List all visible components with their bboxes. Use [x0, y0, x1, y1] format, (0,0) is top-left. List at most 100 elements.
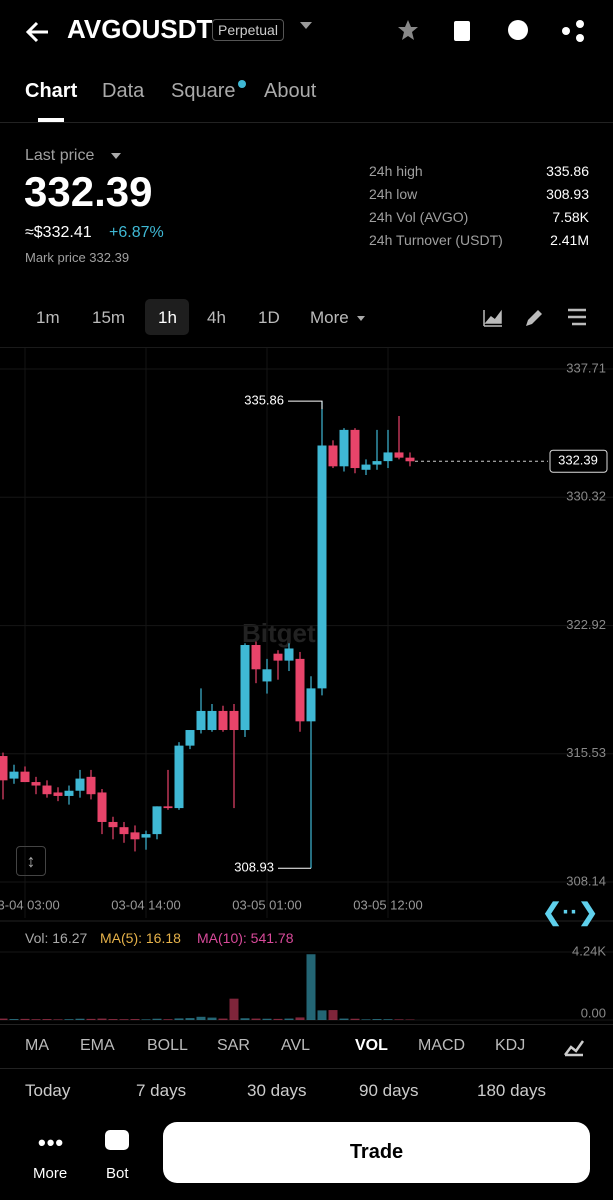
indicator[interactable]: MACD	[418, 1037, 466, 1054]
bot-label[interactable]: Bot	[106, 1165, 129, 1182]
volume-bar	[20, 1018, 30, 1020]
volume-bar	[75, 1018, 85, 1020]
candle-body	[273, 653, 283, 661]
volume-bar	[240, 1018, 250, 1020]
volume-bar	[163, 1019, 173, 1020]
indicator[interactable]: MA	[25, 1037, 49, 1054]
low-label: 308.93	[234, 860, 274, 875]
indicator[interactable]: EMA	[80, 1037, 115, 1054]
candle-body	[141, 834, 151, 838]
candle-body	[251, 645, 261, 670]
settings[interactable]	[568, 308, 586, 326]
volume-bar	[339, 1018, 349, 1020]
draw[interactable]	[526, 310, 542, 326]
y-tick-label: 308.14	[566, 873, 606, 888]
interval[interactable]: 1m	[36, 308, 60, 327]
indicator[interactable]: VOL	[355, 1037, 388, 1054]
tab[interactable]: About	[264, 80, 317, 102]
candle-body	[64, 790, 74, 796]
legend-item: MA(10): 541.78	[197, 930, 294, 946]
notes[interactable]	[454, 21, 470, 41]
divider	[0, 1024, 613, 1025]
volume-bar	[306, 954, 316, 1020]
last-box	[549, 449, 608, 473]
range[interactable]: 90 days	[359, 1081, 419, 1100]
dropdown[interactable]	[300, 22, 312, 35]
share[interactable]	[562, 20, 584, 42]
candle-body	[218, 710, 228, 731]
caret	[357, 316, 365, 325]
volume-bar	[152, 1018, 162, 1020]
bot-icon[interactable]	[105, 1130, 129, 1150]
volume-bar	[174, 1018, 184, 1020]
candle-body	[394, 452, 404, 458]
scroll-icon[interactable]: ❮··❯	[542, 899, 599, 926]
range[interactable]: 7 days	[136, 1081, 187, 1100]
last-label: 332.39	[558, 453, 598, 468]
x-tick-label: 03-05 12:00	[353, 897, 422, 912]
candle-body	[185, 730, 195, 746]
candle-body	[152, 806, 162, 835]
candle-body	[119, 827, 129, 835]
volume-bar	[229, 998, 239, 1020]
usd-price: ≈$332.41	[25, 224, 92, 241]
volume-bar	[273, 1018, 283, 1020]
trade-button[interactable]: Trade	[163, 1122, 590, 1183]
stat-label: 24h Turnover (USDT)	[369, 232, 503, 248]
range[interactable]: 180 days	[477, 1081, 546, 1100]
high-marker	[288, 400, 323, 410]
volume-bar	[284, 1018, 294, 1020]
stat-value: 308.93	[546, 186, 589, 202]
volume-bar	[317, 1010, 327, 1020]
candle-body	[262, 669, 272, 682]
candle-body	[361, 464, 371, 470]
candle-body	[383, 452, 393, 462]
candle-body	[97, 792, 107, 822]
watermark: Bitget	[242, 618, 316, 648]
indicator[interactable]: BOLL	[147, 1037, 188, 1054]
interval[interactable]: 1h	[158, 308, 177, 327]
candle-body	[207, 710, 217, 731]
y-tick-label: 322.92	[566, 617, 606, 632]
interval[interactable]: 15m	[92, 308, 126, 327]
volume-bar	[394, 1019, 404, 1020]
volume-bar	[372, 1019, 382, 1020]
caret	[111, 153, 121, 164]
volume-bar	[350, 1018, 360, 1020]
more-icon[interactable]: •••	[38, 1130, 65, 1155]
range[interactable]: 30 days	[247, 1081, 307, 1100]
tab[interactable]: Chart	[25, 80, 78, 102]
candle-body	[31, 782, 41, 786]
tab[interactable]: Data	[102, 80, 145, 102]
indicator[interactable]: KDJ	[495, 1037, 526, 1054]
scale-toggle[interactable]: ↕	[16, 846, 46, 876]
toolbar-icons	[398, 20, 584, 42]
candle-body	[75, 778, 85, 791]
chart-type[interactable]	[483, 309, 502, 327]
star[interactable]	[398, 20, 418, 40]
volume-bar	[361, 1019, 371, 1020]
back-icon[interactable]	[24, 18, 52, 46]
candle-body	[9, 771, 19, 779]
candle-body	[174, 745, 184, 809]
volume-bar	[42, 1019, 52, 1020]
x-tick-label: 03-04 14:00	[111, 897, 180, 912]
tab[interactable]: Square	[171, 80, 236, 102]
stat-label: 24h Vol (AVGO)	[369, 209, 469, 225]
interval[interactable]: 4h	[207, 308, 226, 327]
volume-bar	[196, 1016, 206, 1020]
candle-body	[163, 806, 173, 809]
y-tick-label: 4.24K	[572, 943, 606, 958]
interval[interactable]: 1D	[258, 308, 280, 327]
more-label[interactable]: More	[33, 1165, 68, 1182]
stat-value: 335.86	[546, 163, 589, 179]
indicator[interactable]: AVL	[281, 1037, 311, 1054]
range[interactable]: Today	[25, 1081, 71, 1100]
bot-icon[interactable]	[508, 20, 528, 40]
indicator-settings[interactable]	[563, 1035, 585, 1057]
candle-body	[229, 710, 239, 731]
volume-bar	[207, 1017, 217, 1020]
indicator[interactable]: SAR	[217, 1037, 250, 1054]
interval[interactable]: More	[310, 308, 349, 327]
volume-bar	[97, 1018, 107, 1020]
